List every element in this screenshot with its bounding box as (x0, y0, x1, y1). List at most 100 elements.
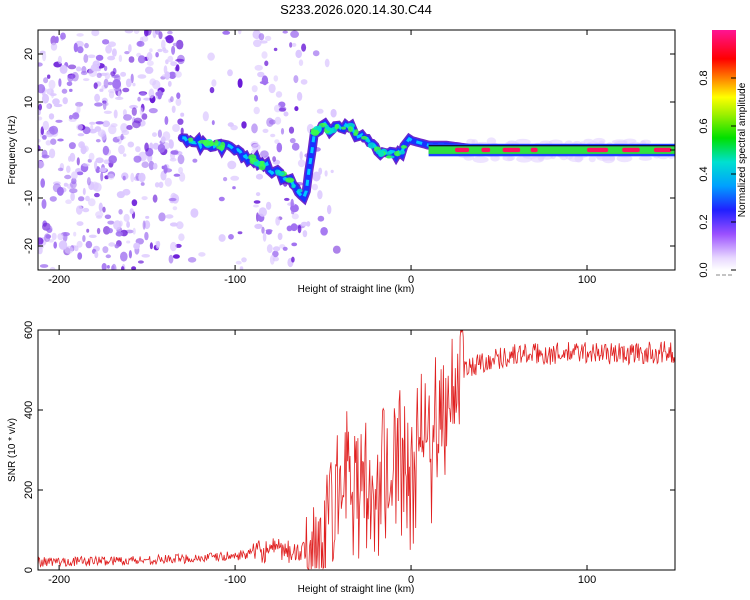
noise-blob (638, 155, 653, 161)
noise-blob (237, 78, 243, 88)
noise-blob (145, 30, 152, 36)
noise-blob (129, 208, 134, 215)
noise-blob (269, 254, 275, 265)
noise-blob (148, 108, 158, 114)
noise-blob (291, 42, 297, 47)
noise-blob (102, 145, 110, 156)
noise-blob (41, 154, 50, 159)
noise-blob (268, 83, 276, 94)
noise-blob (95, 54, 104, 61)
noise-blob (254, 64, 263, 71)
noise-blob (130, 172, 135, 183)
colorbar-tick-label: 0.2 (698, 214, 710, 229)
noise-blob (168, 71, 177, 80)
noise-blob (105, 254, 112, 259)
noise-blob (124, 51, 130, 55)
noise-blob (126, 125, 133, 130)
noise-blob (280, 128, 285, 135)
noise-blob (164, 177, 172, 187)
noise-blob (85, 195, 90, 202)
noise-blob (172, 254, 180, 259)
noise-blob (139, 107, 144, 116)
noise-blob (133, 242, 141, 250)
noise-blob (198, 252, 206, 257)
noise-blob (148, 160, 155, 171)
noise-blob (211, 120, 215, 126)
noise-blob (273, 75, 279, 82)
noise-blob (115, 96, 124, 100)
noise-blob (49, 196, 57, 202)
noise-blob (176, 92, 181, 99)
noise-blob (38, 138, 41, 143)
noise-blob (173, 173, 181, 177)
noise-blob (157, 48, 163, 53)
noise-blob (76, 171, 84, 176)
noise-blob (106, 265, 110, 269)
noise-blob (274, 116, 282, 125)
noise-blob (57, 233, 64, 241)
noise-blob (94, 251, 99, 259)
noise-blob (123, 114, 132, 121)
noise-blob (275, 216, 281, 226)
noise-blob (52, 183, 62, 193)
noise-blob (105, 45, 112, 54)
noise-blob (38, 116, 43, 121)
ridge-highlight (258, 163, 266, 171)
noise-blob (73, 231, 77, 237)
noise-blob (300, 221, 308, 227)
x-tick-label: -200 (48, 574, 70, 586)
noise-blob (227, 122, 234, 127)
noise-blob (102, 246, 109, 254)
noise-blob (291, 242, 298, 247)
noise-blob (68, 142, 76, 150)
noise-blob (132, 227, 136, 235)
noise-blob (259, 40, 268, 44)
noise-blob (153, 162, 158, 170)
noise-blob (137, 96, 141, 102)
noise-blob (90, 124, 94, 131)
noise-blob (168, 197, 177, 202)
noise-blob (169, 222, 178, 227)
noise-blob (261, 51, 268, 59)
noise-blob (94, 160, 98, 170)
noise-blob (149, 48, 153, 53)
noise-blob (278, 107, 286, 112)
noise-blob (137, 260, 144, 264)
noise-blob (81, 66, 87, 74)
noise-blob (161, 74, 169, 78)
ridge-highlight (378, 150, 385, 158)
ridge-highlight (275, 171, 285, 176)
y-tick-label: 20 (23, 48, 35, 60)
noise-blob (45, 140, 52, 146)
noise-blob (295, 49, 303, 59)
noise-blob (46, 104, 51, 109)
noise-blob (70, 192, 75, 202)
noise-blob (139, 92, 147, 96)
noise-blob (154, 182, 160, 188)
noise-blob (253, 106, 260, 115)
noise-blob (77, 46, 84, 54)
noise-blob (258, 207, 267, 217)
noise-blob (172, 42, 178, 47)
noise-blob (107, 220, 115, 225)
snr-y-ticks: 0 200 400 600 (23, 321, 675, 573)
noise-blob (103, 110, 112, 115)
noise-blob (102, 39, 110, 45)
noise-blob (146, 52, 153, 61)
noise-blob (592, 137, 606, 145)
noise-blob (178, 233, 185, 241)
colorbar-tick-label: 0.0 (698, 262, 710, 277)
noise-blob (290, 198, 294, 209)
x-tick-label: 100 (578, 274, 596, 286)
ridge-highlight (348, 126, 353, 133)
noise-blob (177, 118, 184, 125)
y-tick-label: 0 (23, 567, 35, 573)
noise-blob (266, 244, 273, 254)
noise-blob (140, 182, 145, 186)
noise-blob (207, 52, 215, 61)
ridge-highlight (400, 145, 407, 149)
noise-blob (168, 139, 174, 149)
noise-blob (167, 80, 172, 87)
noise-blob (157, 89, 162, 100)
